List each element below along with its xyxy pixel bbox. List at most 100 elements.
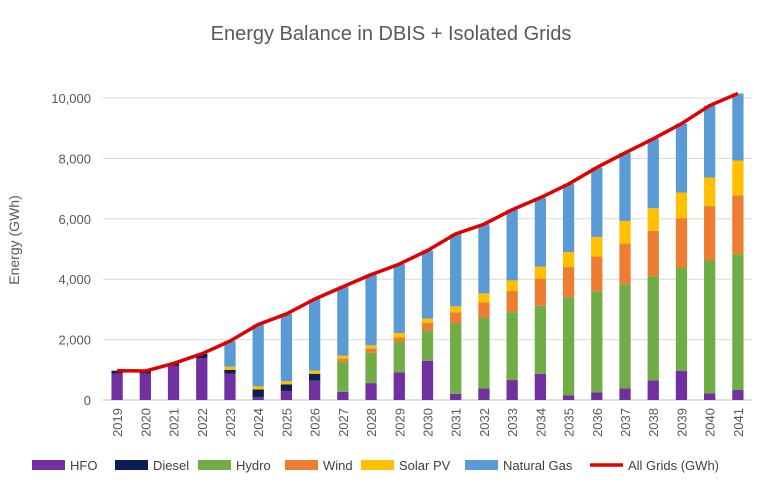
- bar-hfo: [365, 383, 377, 400]
- x-tick-label: 2029: [392, 408, 407, 437]
- x-tick-label: 2035: [562, 408, 577, 437]
- bar-hfo: [167, 365, 180, 400]
- bar-solar-pv: [647, 208, 659, 231]
- bar-solar-pv: [562, 252, 575, 268]
- x-tick-label: 2041: [731, 408, 746, 437]
- legend-swatch: [198, 460, 231, 470]
- bar-hydro: [450, 322, 462, 394]
- line-all-grids: [117, 91, 739, 373]
- legend-label: Natural Gas: [503, 458, 573, 473]
- x-tick-label: 2039: [674, 408, 689, 437]
- bar-natural-gas: [675, 123, 688, 193]
- bar-natural-gas: [478, 224, 490, 294]
- bar-hfo: [562, 395, 575, 400]
- bar-wind: [647, 230, 659, 277]
- bar-wind: [506, 290, 518, 313]
- y-tick-label: 10,000: [51, 91, 91, 106]
- bar-natural-gas: [450, 233, 462, 307]
- bar-solar-pv: [393, 332, 405, 338]
- bar-solar-pv: [365, 345, 377, 349]
- bar-hfo: [421, 360, 434, 400]
- y-tick-labels: 0 2,000 4,000 6,000 8,000 10,000: [51, 91, 91, 408]
- bar-wind: [337, 358, 349, 362]
- bar-natural-gas: [562, 184, 575, 253]
- bar-natural-gas: [647, 138, 659, 209]
- bar-wind: [619, 243, 631, 285]
- y-tick-label: 2,000: [58, 333, 91, 348]
- y-axis-label: Energy (GWh): [6, 195, 22, 284]
- bar-hfo: [337, 391, 349, 400]
- bar-solar-pv: [421, 318, 434, 323]
- bar-hfo: [196, 358, 208, 400]
- bar-diesel: [196, 353, 208, 359]
- bar-solar-pv: [252, 386, 264, 390]
- x-tick-label: 2030: [421, 408, 436, 437]
- x-tick-label: 2032: [477, 408, 492, 437]
- bar-hydro: [675, 268, 688, 371]
- bar-solar-pv: [224, 366, 236, 370]
- bar-solar-pv: [478, 293, 490, 303]
- bar-natural-gas: [393, 264, 405, 333]
- bar-hfo: [280, 390, 293, 400]
- bar-solar-pv: [337, 355, 349, 359]
- bar-diesel: [280, 384, 293, 391]
- bar-wind: [732, 195, 744, 255]
- bar-hfo: [308, 380, 321, 400]
- bar-hydro: [365, 352, 377, 384]
- bar-hydro: [647, 276, 659, 381]
- bar-hydro: [506, 312, 518, 381]
- bar-hydro: [732, 254, 744, 391]
- bar-hydro: [478, 317, 490, 389]
- bar-solar-pv: [308, 370, 321, 374]
- chart-title: Energy Balance in DBIS + Isolated Grids: [211, 23, 572, 45]
- x-tick-label: 2028: [364, 408, 379, 437]
- legend-label: All Grids (GWh): [628, 458, 719, 473]
- bar-wind: [393, 337, 405, 343]
- bar-solar-pv: [534, 266, 547, 279]
- bar-natural-gas: [224, 341, 236, 367]
- legend-swatch: [361, 460, 394, 470]
- legend-swatch: [115, 460, 148, 470]
- bar-hydro: [534, 305, 547, 374]
- legend-label: HFO: [70, 458, 97, 473]
- bar-wind: [534, 278, 547, 306]
- bar-hydro: [421, 330, 434, 361]
- bar-hydro: [393, 342, 405, 373]
- x-tick-label: 2034: [533, 408, 548, 437]
- x-tick-label: 2024: [251, 408, 266, 437]
- bar-natural-gas: [421, 250, 434, 319]
- bar-solar-pv: [619, 220, 631, 244]
- bar-natural-gas: [534, 197, 547, 267]
- bar-hfo: [393, 372, 405, 400]
- x-tick-label: 2040: [703, 408, 718, 437]
- legend-label: Diesel: [153, 458, 189, 473]
- bar-hydro: [591, 291, 603, 393]
- x-tick-label: 2021: [167, 408, 182, 437]
- bar-diesel: [224, 369, 236, 374]
- x-tick-label: 2025: [279, 408, 294, 437]
- bar-diesel: [252, 389, 264, 397]
- bar-solar-pv: [732, 160, 744, 196]
- bar-natural-gas: [252, 324, 264, 387]
- legend: HFO Diesel Hydro Wind Solar PV Natural Gas All…: [32, 458, 719, 473]
- x-tick-label: 2023: [223, 408, 238, 437]
- total-line: [117, 91, 739, 373]
- bar-natural-gas: [732, 93, 744, 161]
- bar-hydro: [337, 361, 349, 392]
- bar-wind: [591, 256, 603, 292]
- bar-natural-gas: [280, 313, 293, 382]
- bar-solar-pv: [704, 177, 716, 207]
- bar-solar-pv: [506, 280, 518, 291]
- bar-wind: [365, 348, 377, 353]
- legend-swatch: [32, 460, 65, 470]
- bar-hfo: [506, 380, 518, 400]
- bar-hfo: [647, 380, 659, 400]
- bar-hfo: [534, 373, 547, 400]
- bars: [111, 93, 744, 400]
- y-tick-label: 8,000: [58, 151, 91, 166]
- bar-wind: [562, 267, 575, 298]
- legend-swatch: [465, 460, 498, 470]
- bar-wind: [421, 322, 434, 331]
- bar-natural-gas: [506, 209, 518, 281]
